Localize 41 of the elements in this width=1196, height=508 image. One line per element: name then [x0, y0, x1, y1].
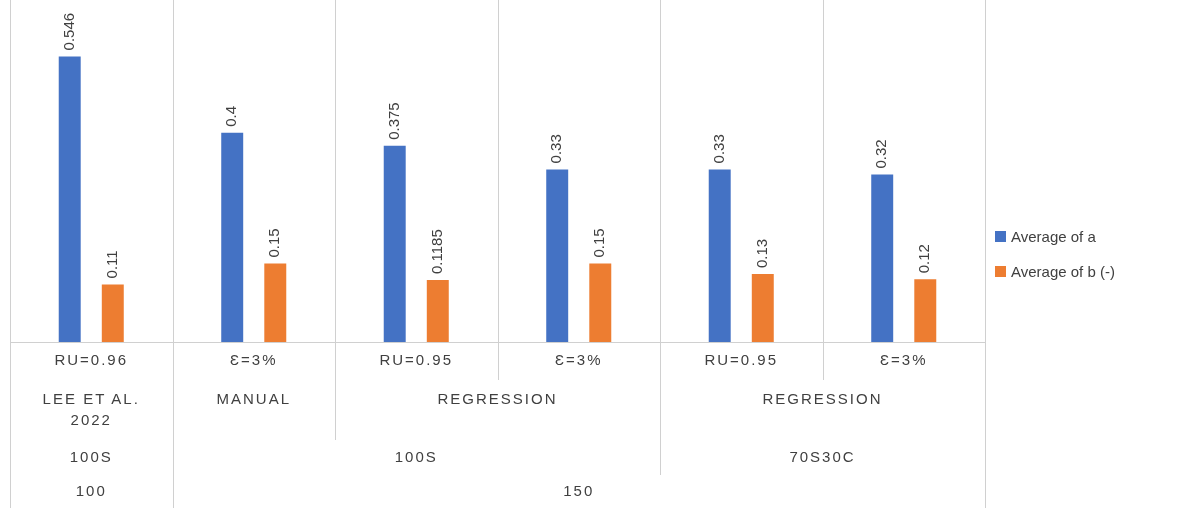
bar — [708, 169, 731, 342]
text: MANUAL — [216, 390, 292, 408]
text: 100S — [394, 447, 438, 465]
bar — [383, 145, 406, 342]
data-label: 0.375 — [384, 102, 402, 140]
data-label: 0.546 — [59, 12, 77, 51]
legend-label: Average of a — [1011, 228, 1096, 245]
bar — [914, 279, 937, 342]
text: 70S30C — [789, 447, 856, 465]
bar — [546, 169, 569, 342]
data-label: 0.12 — [915, 244, 933, 274]
x-tick-label: Ɛ=3% — [555, 351, 603, 369]
text: REGRESSION — [437, 390, 558, 408]
bar — [264, 263, 287, 342]
x-tick-label: RU=0.95 — [704, 351, 779, 369]
bar — [426, 280, 449, 342]
bar — [589, 263, 612, 342]
text: 100 — [75, 481, 107, 499]
text: 100S — [69, 447, 113, 465]
text: LEE ET AL. 2022 — [42, 390, 140, 429]
data-label: 0.15 — [265, 228, 283, 258]
data-label: 0.15 — [590, 228, 608, 258]
data-label: 0.1185 — [427, 229, 445, 275]
data-label: 0.33 — [709, 134, 727, 164]
text: 150 — [563, 481, 595, 499]
bar — [871, 174, 894, 342]
bar — [221, 132, 244, 342]
legend-label: Average of b (-) — [1011, 263, 1115, 280]
x-tick-label: RU=0.95 — [379, 351, 454, 369]
bar — [58, 56, 81, 342]
bar — [101, 284, 124, 342]
x-tick-label: RU=0.96 — [54, 351, 129, 369]
data-label: 0.33 — [547, 134, 565, 164]
x-tick-label: Ɛ=3% — [230, 351, 278, 369]
x-tick-label: Ɛ=3% — [880, 351, 928, 369]
data-label: 0.32 — [872, 139, 890, 169]
bar — [751, 274, 774, 342]
data-label: 0.4 — [222, 105, 240, 127]
text: REGRESSION — [762, 390, 883, 408]
data-label: 0.13 — [752, 238, 770, 268]
data-label: 0.11 — [102, 250, 120, 279]
